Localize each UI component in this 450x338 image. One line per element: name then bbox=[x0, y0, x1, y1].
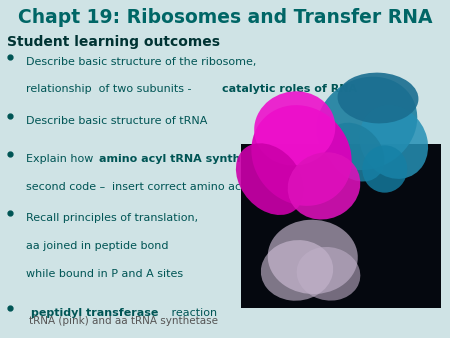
Ellipse shape bbox=[288, 152, 360, 219]
Text: insert correct amino acid on tRNA: insert correct amino acid on tRNA bbox=[112, 182, 300, 192]
Text: tRNA (pink) and aa tRNA synthetase: tRNA (pink) and aa tRNA synthetase bbox=[29, 316, 218, 326]
Text: second code –: second code – bbox=[26, 182, 109, 192]
Text: while bound in P and A sites: while bound in P and A sites bbox=[26, 269, 183, 279]
Ellipse shape bbox=[297, 247, 360, 300]
Text: Describe basic structure of tRNA: Describe basic structure of tRNA bbox=[26, 116, 207, 126]
FancyBboxPatch shape bbox=[241, 144, 441, 308]
Ellipse shape bbox=[268, 220, 358, 294]
Text: Explain how: Explain how bbox=[26, 154, 97, 164]
Ellipse shape bbox=[316, 77, 417, 170]
Text: relationship  of two subunits -: relationship of two subunits - bbox=[26, 84, 195, 95]
Text: aa joined in peptide bond: aa joined in peptide bond bbox=[26, 241, 169, 251]
Text: Describe basic structure of the ribosome,: Describe basic structure of the ribosome… bbox=[26, 57, 256, 67]
Text: reaction: reaction bbox=[168, 308, 217, 318]
Ellipse shape bbox=[254, 91, 335, 166]
Text: catalytic roles of RNA: catalytic roles of RNA bbox=[222, 84, 357, 95]
Ellipse shape bbox=[261, 240, 333, 301]
Text: provide: provide bbox=[285, 154, 331, 164]
Ellipse shape bbox=[236, 143, 304, 215]
Text: Student learning outcomes: Student learning outcomes bbox=[7, 35, 220, 49]
Ellipse shape bbox=[362, 145, 407, 193]
Text: peptidyl transferase: peptidyl transferase bbox=[31, 308, 158, 318]
Ellipse shape bbox=[360, 105, 428, 179]
Ellipse shape bbox=[327, 123, 384, 182]
Ellipse shape bbox=[338, 73, 418, 123]
Text: Recall principles of translation,: Recall principles of translation, bbox=[26, 213, 198, 223]
Ellipse shape bbox=[252, 105, 351, 206]
Text: Chapt 19: Ribosomes and Transfer RNA: Chapt 19: Ribosomes and Transfer RNA bbox=[18, 8, 432, 27]
Text: amino acyl tRNA synthetases: amino acyl tRNA synthetases bbox=[99, 154, 282, 164]
